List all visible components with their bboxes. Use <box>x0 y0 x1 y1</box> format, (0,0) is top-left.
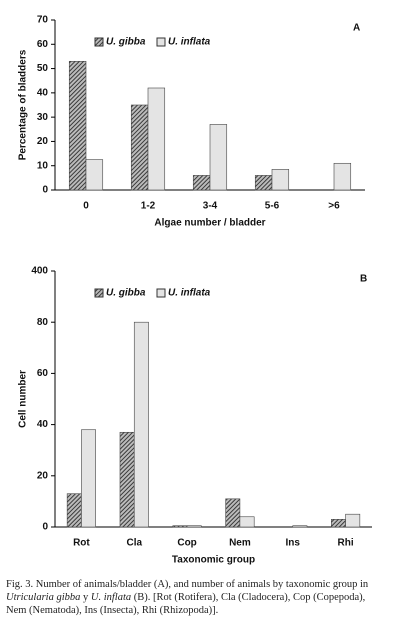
x-tick-label: Cla <box>126 538 142 549</box>
bar <box>333 162 352 191</box>
bar <box>254 175 273 191</box>
x-tick-label: Rot <box>73 538 90 549</box>
figure: 0 10 20 30 40 50 60 70 0 1-2 3-4 5-6 >6 Algae number … <box>18 15 372 566</box>
y-tick-label: 20 <box>37 470 49 481</box>
legend-swatch <box>156 37 166 47</box>
bar <box>119 431 135 528</box>
legend-swatch <box>94 37 104 47</box>
caption-text: Utricularia gibba <box>6 592 81 603</box>
y-tick-label: 40 <box>37 87 49 98</box>
bar <box>147 87 166 191</box>
x-tick-label: 5-6 <box>265 201 280 212</box>
panel-label: A <box>353 23 360 34</box>
caption-text: Fig. 3. Number of animals/bladder (A), a… <box>6 579 369 590</box>
x-axis-label: Algae number / bladder <box>154 218 265 229</box>
bar <box>209 124 228 191</box>
x-tick-label: Nem <box>229 538 251 549</box>
y-tick-label: 400 <box>31 266 48 277</box>
bar <box>239 516 255 528</box>
x-tick-label: Rhi <box>338 538 354 549</box>
bar <box>192 175 211 191</box>
x-axis-label: Taxonomic group <box>172 555 255 566</box>
x-tick-label: 1-2 <box>141 201 156 212</box>
caption-text: y <box>80 592 91 603</box>
x-tick-label: 3-4 <box>203 201 218 212</box>
y-axis-label: Percentage of bladders <box>18 49 29 160</box>
x-tick-label: Ins <box>286 538 301 549</box>
bar <box>271 169 290 191</box>
bar <box>345 513 361 528</box>
bar <box>130 104 149 191</box>
legend-label: U. gibba <box>106 37 146 48</box>
bar <box>225 498 241 528</box>
x-tick-label: Cop <box>177 538 196 549</box>
y-tick-label: 70 <box>37 15 49 26</box>
y-tick-label: 30 <box>37 112 49 123</box>
panel-label: B <box>360 274 367 285</box>
y-tick-label: 60 <box>37 368 49 379</box>
y-tick-label: 40 <box>37 419 49 430</box>
caption-text: U. inflata <box>90 592 132 603</box>
bar <box>68 60 87 191</box>
legend-label: U. gibba <box>106 288 146 299</box>
bar <box>81 429 96 528</box>
bar <box>292 525 308 528</box>
x-tick-label: >6 <box>328 201 340 212</box>
legend-swatch <box>94 288 104 298</box>
bar <box>133 321 149 528</box>
caption-text: (B). [Rot (Rotifera), Cla (Cladocera), C… <box>6 592 366 616</box>
y-tick-label: 80 <box>37 317 49 328</box>
bar <box>331 519 346 528</box>
legend-swatch <box>156 288 166 298</box>
y-tick-label: 10 <box>37 160 49 171</box>
caption: Fig. 3. Number of animals/bladder (A), a… <box>6 578 386 617</box>
bar <box>66 493 82 528</box>
y-tick-label: 0 <box>42 522 48 533</box>
y-tick-label: 60 <box>37 39 49 50</box>
bar <box>186 525 202 528</box>
bar <box>172 525 188 528</box>
y-tick-label: 20 <box>37 136 49 147</box>
x-tick-label: 0 <box>83 201 89 212</box>
y-tick-label: 50 <box>37 63 49 74</box>
bar <box>85 159 104 191</box>
y-axis-label: Cell number <box>18 370 29 428</box>
y-tick-label: 0 <box>42 185 48 196</box>
legend-label: U. inflata <box>168 37 211 48</box>
legend-label: U. inflata <box>168 288 211 299</box>
